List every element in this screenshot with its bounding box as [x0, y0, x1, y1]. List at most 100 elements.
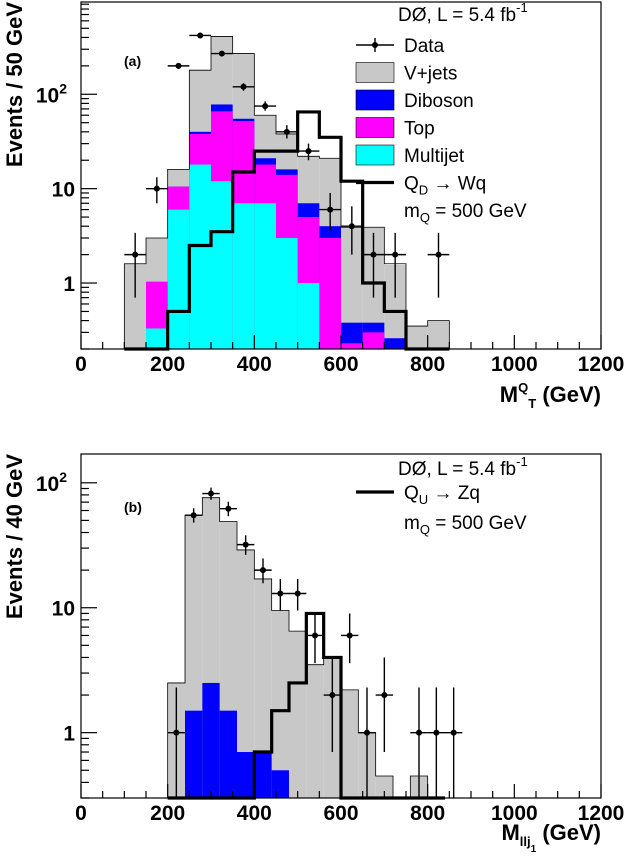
x-axis-title: MQT (GeV)	[500, 380, 601, 411]
data-point	[370, 251, 377, 258]
bar-v-jets	[254, 578, 272, 798]
data-point	[173, 729, 180, 736]
legend-mass-label: mQ = 500 GeV	[404, 201, 527, 225]
data-point	[312, 632, 318, 639]
x-tick-label: 200	[150, 802, 185, 825]
bar-diboson	[202, 682, 220, 798]
legend-entry: Data	[356, 36, 445, 57]
x-tick-label: 1200	[578, 802, 625, 825]
data-point	[218, 50, 225, 57]
x-tick-label: 600	[323, 353, 358, 376]
y-axis-title: Events / 40 GeV	[2, 454, 27, 619]
x-tick-label: 1200	[578, 353, 625, 376]
bar-multijet	[167, 209, 190, 349]
data-point	[327, 206, 334, 213]
bar-diboson	[384, 338, 406, 349]
chart-panel-a: 0 200 400 600 800 1000 1200 1 10 102 Events / 50 G…	[2, 0, 624, 411]
bar-top	[341, 343, 363, 349]
x-tick-label: 400	[237, 802, 272, 825]
data-point	[132, 251, 139, 258]
data-point	[294, 590, 301, 597]
bar-multijet	[276, 238, 298, 349]
x-tick-label: 800	[410, 802, 445, 825]
data-point	[329, 692, 336, 699]
x-tick-label: 0	[75, 353, 87, 376]
legend-swatch	[355, 62, 395, 83]
data-point	[348, 223, 355, 230]
data-point	[283, 128, 290, 135]
bar-diboson	[271, 770, 289, 798]
legend-entry-signal: QU → Zq mQ = 500 GeV	[356, 483, 527, 537]
bar-v-jets	[271, 610, 289, 798]
data-point	[381, 692, 388, 699]
y-tick-label: 102	[36, 80, 67, 107]
data-point	[153, 185, 160, 192]
plot-area-b: 0 200 400 600 800 1000 1200 1 10 102 Events / 40 G…	[2, 453, 625, 855]
data-point	[346, 632, 353, 639]
legend-label: Data	[404, 36, 445, 57]
bar-v-jets	[306, 664, 324, 798]
x-tick-label: 600	[323, 802, 358, 825]
legend-label: Top	[404, 119, 435, 140]
chart-panel-b: 0 200 400 600 800 1000 1200 1 10 102 Events / 40 G…	[2, 453, 625, 855]
legend-data-marker	[372, 42, 378, 48]
panel-label: (a)	[124, 53, 141, 69]
bar-v-jets	[237, 549, 255, 798]
y-tick-label: 102	[36, 469, 67, 496]
y-axis-title: Events / 50 GeV	[2, 2, 27, 167]
data-point	[262, 103, 269, 110]
luminosity-label: DØ, L = 5.4 fb-1	[398, 0, 528, 26]
bar-diboson	[254, 752, 272, 798]
x-tick-label: 1000	[491, 802, 538, 825]
legend-label: Multijet	[404, 146, 465, 167]
legend-entry: V+jets	[355, 62, 457, 85]
legend-swatch	[355, 144, 395, 166]
total-background-outline	[123, 36, 450, 349]
bar-multijet	[189, 164, 211, 349]
data-point	[197, 32, 204, 39]
bar-v-jets	[427, 320, 450, 349]
bar-multijet	[254, 203, 276, 349]
x-tick-label: 800	[410, 353, 445, 376]
bar-v-jets	[124, 263, 146, 349]
bar-multijet	[211, 181, 233, 349]
bar-multijet	[297, 283, 320, 349]
plot-area-a: 0 200 400 600 800 1000 1200 1 10 102 Events / 50 G…	[2, 0, 624, 411]
legend-entry: Diboson	[355, 89, 474, 112]
bar-v-jets	[375, 775, 393, 798]
legend-entry-signal: QD → Wq mQ = 500 GeV	[356, 174, 527, 225]
x-axis-title: Mllj1 (GeV)	[501, 820, 601, 855]
x-tick-label: 200	[150, 353, 185, 376]
data-point	[208, 490, 214, 497]
data-point	[364, 729, 370, 736]
legend-swatch	[355, 89, 395, 111]
data-point	[433, 729, 440, 736]
data-point	[225, 505, 232, 512]
panel-label: (b)	[124, 499, 142, 515]
bar-v-jets	[341, 227, 363, 349]
bar-diboson	[237, 752, 255, 798]
data-point	[450, 729, 457, 736]
data-point	[392, 251, 399, 258]
data-point	[435, 251, 442, 258]
legend-label: V+jets	[404, 64, 457, 85]
bar-top	[319, 238, 341, 349]
legend-mass-label: mQ = 500 GeV	[404, 513, 527, 537]
bar-v-jets	[384, 264, 406, 349]
legend-label: QU → Zq	[404, 483, 480, 507]
legend-entry: Multijet	[355, 144, 465, 167]
y-tick-label: 10	[52, 598, 75, 621]
bar-diboson	[185, 710, 203, 798]
data-point	[240, 83, 247, 90]
legend-swatch	[355, 117, 395, 138]
data-point	[277, 590, 284, 597]
y-tick-label: 10	[52, 179, 75, 202]
bar-v-jets	[289, 631, 307, 798]
y-tick-label: 1	[63, 723, 75, 746]
bar-diboson	[219, 710, 237, 798]
legend-label: Diboson	[404, 91, 474, 112]
x-tick-label: 1000	[491, 353, 538, 376]
bar-diboson	[341, 322, 363, 349]
legend-label: QD → Wq	[404, 174, 486, 198]
